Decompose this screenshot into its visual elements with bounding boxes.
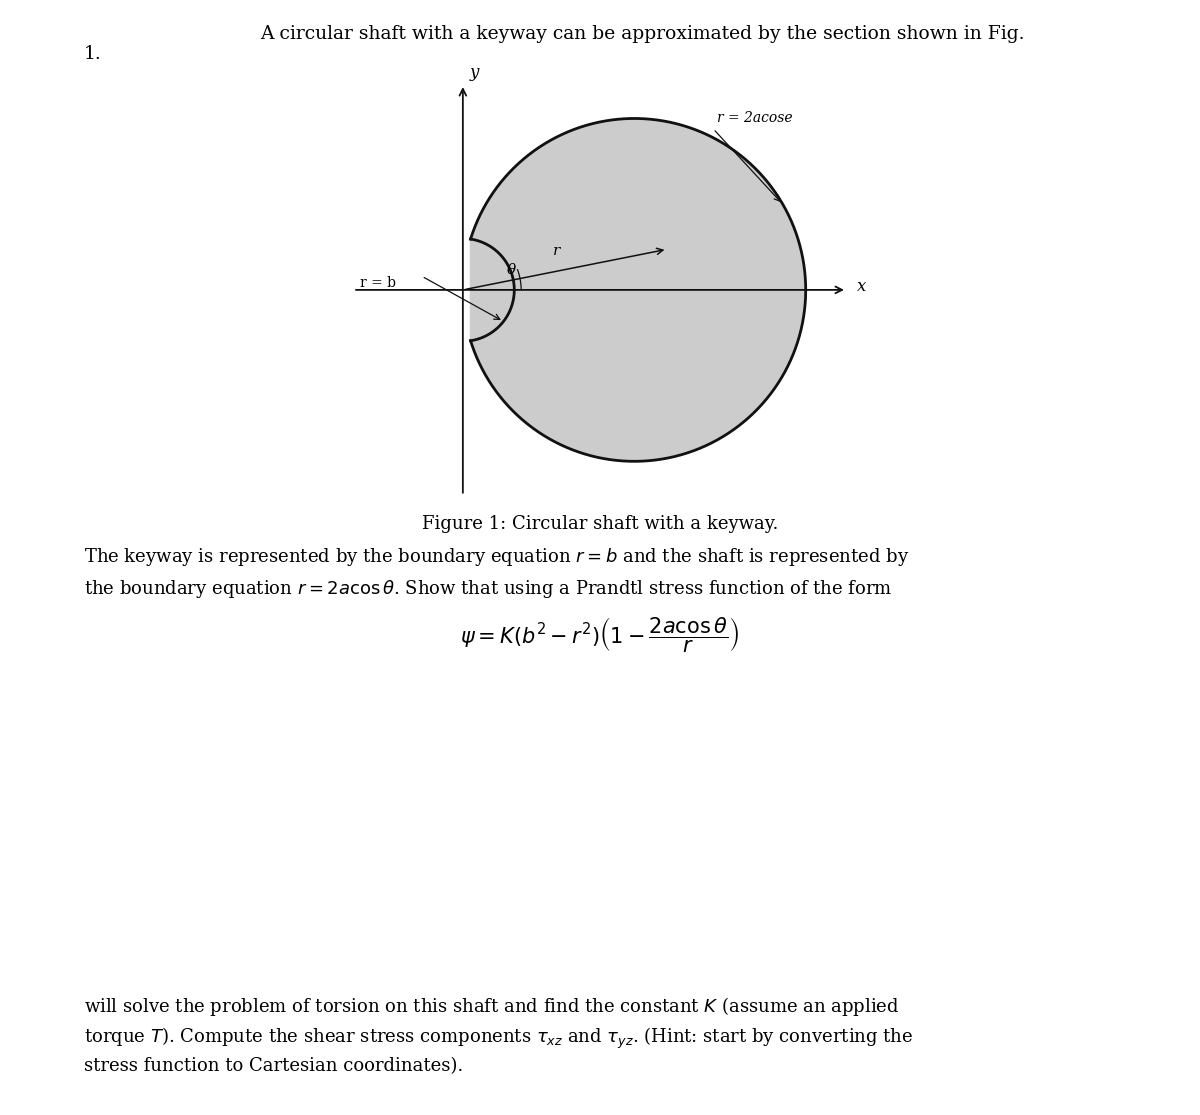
Text: A circular shaft with a keyway can be approximated by the section shown in Fig.: A circular shaft with a keyway can be ap… <box>259 25 1025 42</box>
Text: stress function to Cartesian coordinates).: stress function to Cartesian coordinates… <box>84 1057 463 1075</box>
Text: The keyway is represented by the boundary equation $r = b$ and the shaft is repr: The keyway is represented by the boundar… <box>84 546 910 569</box>
Text: y: y <box>469 64 479 80</box>
Text: θ: θ <box>506 263 516 277</box>
Text: will solve the problem of torsion on this shaft and find the constant $K$ (assum: will solve the problem of torsion on thi… <box>84 995 900 1018</box>
Text: torque $T$). Compute the shear stress components $\tau_{xz}$ and $\tau_{yz}$. (H: torque $T$). Compute the shear stress co… <box>84 1026 913 1051</box>
Polygon shape <box>470 118 805 462</box>
Text: the boundary equation $r = 2a\cos\theta$. Show that using a Prandtl stress funct: the boundary equation $r = 2a\cos\theta$… <box>84 578 893 600</box>
Text: Figure 1: Circular shaft with a keyway.: Figure 1: Circular shaft with a keyway. <box>422 515 778 533</box>
Text: 1.: 1. <box>84 45 102 62</box>
Text: $\psi = K(b^2 - r^2)\left(1 - \dfrac{2a\cos\theta}{r}\right)$: $\psi = K(b^2 - r^2)\left(1 - \dfrac{2a\… <box>461 615 739 655</box>
Text: r: r <box>553 243 560 258</box>
Text: r = b: r = b <box>360 277 396 290</box>
Text: r = 2acose: r = 2acose <box>716 112 792 126</box>
Text: x: x <box>857 278 866 295</box>
